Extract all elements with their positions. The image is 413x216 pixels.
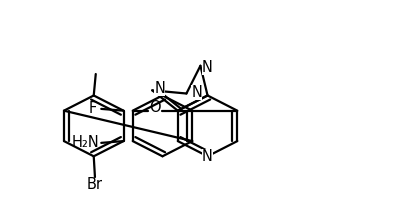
Text: N: N [154, 81, 165, 96]
Text: N: N [202, 60, 212, 75]
Text: H₂N: H₂N [71, 135, 99, 150]
Text: N: N [202, 149, 212, 164]
Text: F: F [89, 101, 97, 116]
Text: N: N [191, 85, 202, 100]
Text: Br: Br [87, 177, 103, 192]
Text: O: O [149, 100, 160, 115]
